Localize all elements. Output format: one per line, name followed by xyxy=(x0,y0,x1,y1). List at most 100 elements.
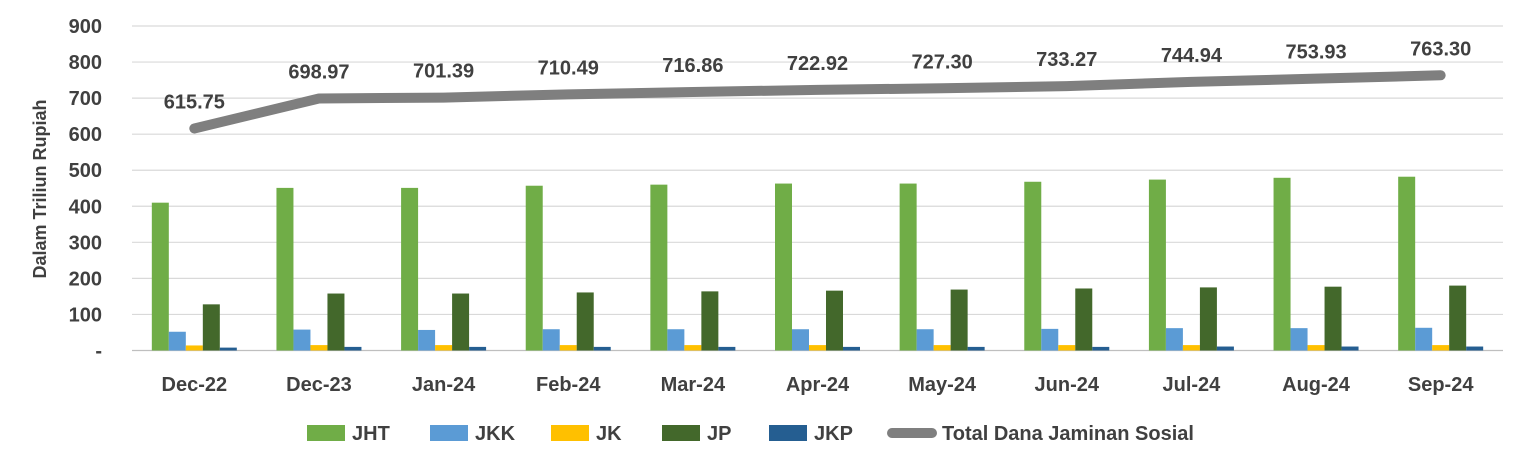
bar-jkp xyxy=(219,347,237,351)
bar-jht xyxy=(1398,176,1416,351)
bar-jk xyxy=(559,345,577,351)
bar-jht xyxy=(650,184,668,351)
bar-jkk xyxy=(418,329,436,351)
bar-jht xyxy=(1148,179,1166,351)
total-data-label: 615.75 xyxy=(164,91,225,113)
y-tick-label: 400 xyxy=(69,196,102,218)
total-data-label: 710.49 xyxy=(538,57,599,79)
y-tick-label: 700 xyxy=(69,88,102,110)
bar-jk xyxy=(809,345,826,351)
x-tick-label: Aug-24 xyxy=(1282,374,1351,396)
bar-jp xyxy=(1324,286,1342,351)
legend-swatch xyxy=(307,425,345,441)
total-data-label: 727.30 xyxy=(912,51,973,73)
bar-jk xyxy=(435,345,453,351)
total-data-label: 763.30 xyxy=(1410,38,1471,60)
legend-swatch xyxy=(769,425,807,441)
x-tick-label: Dec-22 xyxy=(162,374,228,396)
bar-jk xyxy=(310,345,328,351)
bar-jkk xyxy=(293,329,311,351)
total-data-label: 733.27 xyxy=(1036,49,1097,71)
data-labels: 615.75 698.97 701.39 710.49 716.86 722.92 727.… xyxy=(164,38,1472,113)
bar-jkk xyxy=(168,331,186,351)
y-tick-label: 300 xyxy=(69,232,102,254)
x-tick-label: Feb-24 xyxy=(536,374,601,396)
total-data-label: 716.86 xyxy=(662,55,723,77)
legend-swatch xyxy=(662,425,700,441)
bar-jkk xyxy=(1165,328,1183,351)
bar-jp xyxy=(1449,285,1467,351)
bar-jht xyxy=(1273,177,1291,351)
bar-jk xyxy=(185,345,203,351)
bar-jp xyxy=(202,304,220,351)
bar-jkk xyxy=(1415,327,1433,351)
x-tick-label: Jul-24 xyxy=(1163,374,1222,396)
bar-jkp xyxy=(1092,346,1110,351)
bar-jkk xyxy=(1290,328,1308,351)
bar-jkp xyxy=(718,346,736,351)
x-tick-label: Apr-24 xyxy=(786,374,850,396)
bar-jht xyxy=(525,185,543,351)
y-axis-ticks: - 100 200 300 400 500 600 700 800 900 xyxy=(69,16,102,363)
bar-jp xyxy=(701,291,719,351)
bar-jht xyxy=(1024,181,1042,351)
bar-jkp xyxy=(843,346,860,351)
legend-label: JP xyxy=(707,423,731,445)
y-tick-label: 600 xyxy=(69,124,102,146)
bar-jht xyxy=(899,183,917,351)
total-data-label: 698.97 xyxy=(288,61,349,83)
bar-jk xyxy=(1058,345,1076,351)
bar-jk xyxy=(1432,345,1450,351)
y-tick-label: 800 xyxy=(69,52,102,74)
bar-jk xyxy=(933,345,951,351)
legend-label: Total Dana Jaminan Sosial xyxy=(942,423,1194,445)
gridlines xyxy=(132,25,1503,352)
bar-jkk xyxy=(1041,328,1059,351)
bar-jp xyxy=(826,290,843,351)
total-data-label: 722.92 xyxy=(787,53,848,75)
bar-jkp xyxy=(1341,346,1359,351)
y-tick-label: - xyxy=(95,341,102,363)
bar-jkp xyxy=(1466,346,1484,351)
total-data-label: 701.39 xyxy=(413,61,474,83)
total-line xyxy=(189,70,1446,134)
x-axis-ticks: Dec-22 Dec-23 Jan-24 Feb-24 Mar-24 Apr-24 May-… xyxy=(162,374,1475,396)
bar-jp xyxy=(1075,288,1093,351)
bar-jp xyxy=(327,293,345,351)
bar-jp xyxy=(950,289,968,351)
legend-swatch xyxy=(551,425,589,441)
total-line-path xyxy=(189,70,1446,134)
bar-jkp xyxy=(344,346,362,351)
y-tick-label: 100 xyxy=(69,304,102,326)
bar-jp xyxy=(1199,287,1217,351)
bar-jkk xyxy=(792,329,809,351)
legend-swatch xyxy=(430,425,468,441)
y-tick-label: 200 xyxy=(69,268,102,290)
bar-jkp xyxy=(469,346,487,351)
bar-jkk xyxy=(916,329,934,351)
legend-label: JKP xyxy=(814,423,853,445)
legend-label: JHT xyxy=(352,423,390,445)
bar-jkp xyxy=(593,346,611,351)
x-tick-label: Mar-24 xyxy=(661,374,726,396)
bars xyxy=(151,176,1484,351)
bar-jkk xyxy=(542,329,560,351)
total-data-label: 753.93 xyxy=(1285,42,1346,64)
bar-jht xyxy=(276,187,294,351)
x-tick-label: Sep-24 xyxy=(1408,374,1474,396)
bar-jht xyxy=(775,183,792,351)
x-tick-label: Dec-23 xyxy=(286,374,352,396)
bar-jp xyxy=(452,293,470,351)
bar-jht xyxy=(401,187,419,351)
x-tick-label: Jan-24 xyxy=(412,374,476,396)
y-tick-label: 900 xyxy=(69,16,102,38)
legend: JHT JKK JK JP JKP Total Dana Jaminan Sosial xyxy=(307,423,1194,445)
y-axis-label: Dalam Triliun Rupiah xyxy=(30,99,50,278)
bar-jp xyxy=(576,292,594,351)
bar-jkp xyxy=(967,346,985,351)
bar-jk xyxy=(1182,345,1200,351)
bar-jht xyxy=(151,202,169,351)
y-tick-label: 500 xyxy=(69,160,102,182)
bar-jkp xyxy=(1216,346,1234,351)
